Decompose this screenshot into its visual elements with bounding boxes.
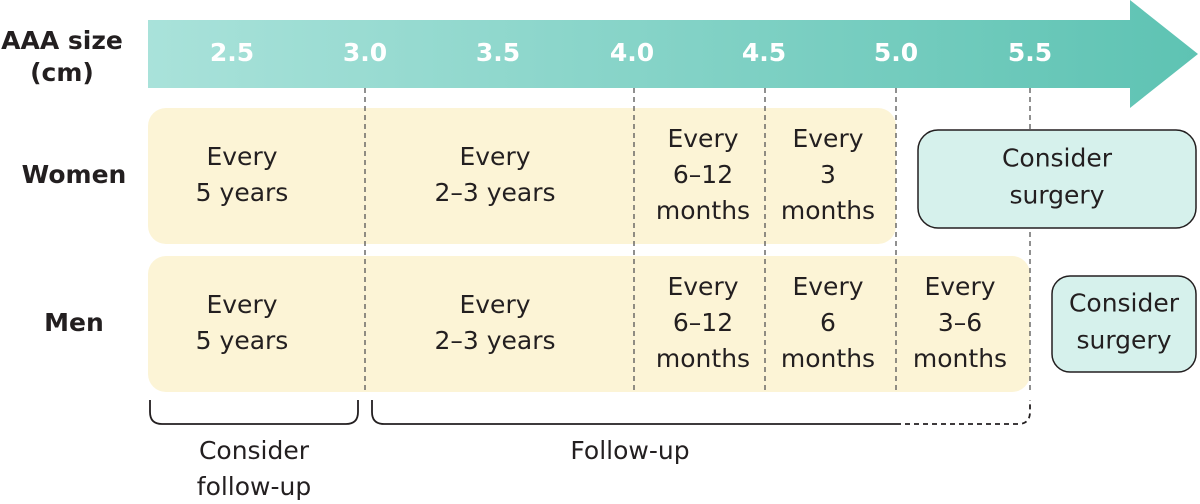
row-label: Women [22, 160, 127, 189]
interval-text: Every [924, 272, 995, 301]
row-label: Men [44, 308, 104, 337]
bracket-label: follow-up [197, 472, 311, 501]
size-arrow [148, 0, 1198, 108]
size-tick: 4.5 [742, 38, 786, 67]
interval-text: 2–3 years [434, 178, 555, 207]
women-surgery-box [917, 129, 1197, 229]
interval-text: months [913, 344, 1007, 373]
interval-text: Every [206, 290, 277, 319]
size-tick: 5.0 [874, 38, 918, 67]
interval-text: 6–12 [673, 160, 733, 189]
dividers [364, 88, 1031, 392]
interval-text: 6 [820, 308, 836, 337]
interval-text: 5 years [196, 326, 289, 355]
interval-text: 3–6 [938, 308, 982, 337]
size-tick: 2.5 [210, 38, 254, 67]
men-surgery-box [1051, 275, 1197, 373]
bracket-label: Consider [199, 436, 310, 465]
axis-label: (cm) [30, 58, 94, 87]
interval-text: 6–12 [673, 308, 733, 337]
size-tick: 3.0 [343, 38, 387, 67]
size-tick: 4.0 [610, 38, 654, 67]
interval-text: months [781, 344, 875, 373]
size-tick: 3.5 [476, 38, 520, 67]
women-band [148, 108, 896, 244]
axis-label: AAA size [1, 26, 123, 55]
men-band [148, 256, 1030, 392]
interval-text: months [656, 196, 750, 225]
surgery-text: surgery [1076, 326, 1171, 355]
interval-text: Every [667, 124, 738, 153]
interval-text: Every [459, 142, 530, 171]
surgery-text: Consider [1069, 289, 1180, 318]
interval-text: Every [667, 272, 738, 301]
interval-text: 2–3 years [434, 326, 555, 355]
interval-text: months [781, 196, 875, 225]
interval-text: Every [792, 272, 863, 301]
size-tick: 5.5 [1008, 38, 1052, 67]
surgery-text: surgery [1009, 181, 1104, 210]
interval-text: Every [206, 142, 277, 171]
interval-text: months [656, 344, 750, 373]
interval-text: Every [459, 290, 530, 319]
interval-text: 3 [820, 160, 836, 189]
interval-text: 5 years [196, 178, 289, 207]
bracket-label: Follow-up [570, 436, 689, 465]
brackets [149, 400, 1031, 425]
surgery-text: Consider [1002, 144, 1113, 173]
interval-text: Every [792, 124, 863, 153]
